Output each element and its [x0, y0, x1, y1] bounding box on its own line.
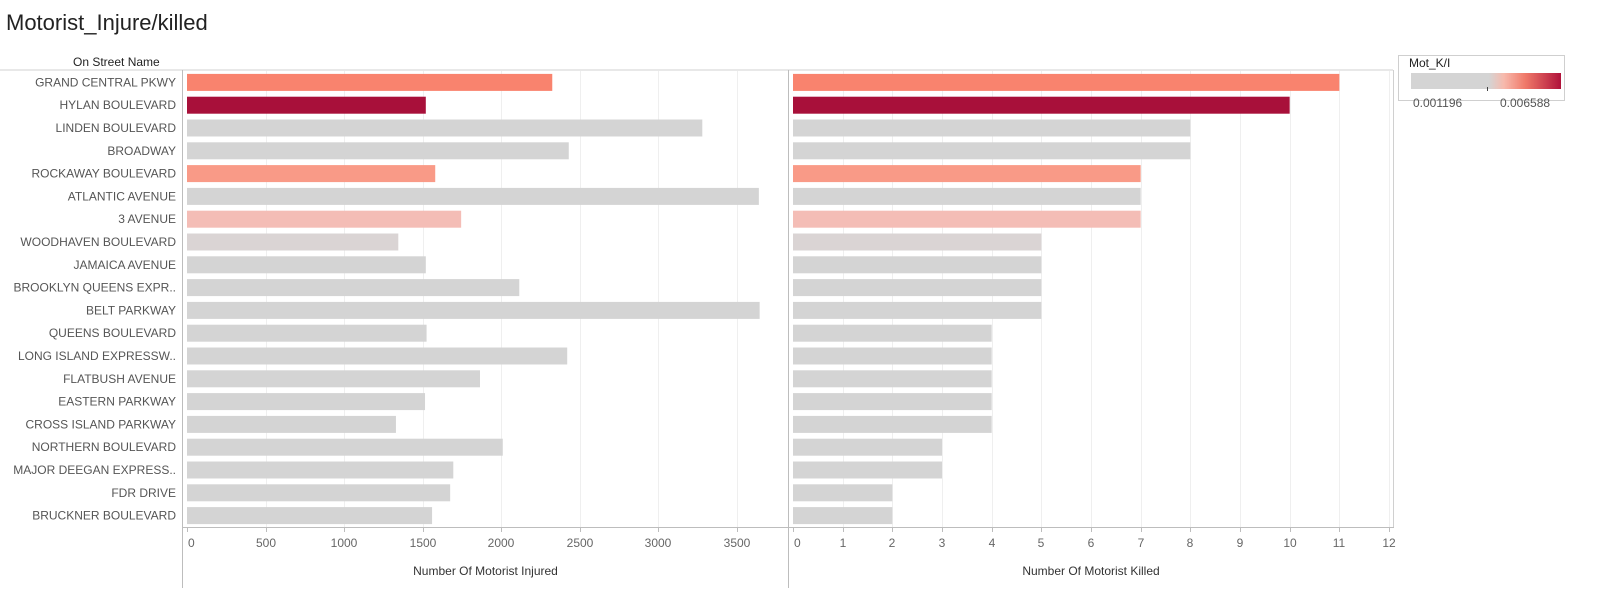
- category-label-northern-boulevard: NORTHERN BOULEVARD: [32, 440, 177, 454]
- tick-label-8: 8: [1187, 536, 1194, 550]
- category-label-jamaica-avenue: JAMAICA AVENUE: [74, 258, 176, 272]
- bar-atlantic-avenue: [187, 187, 759, 205]
- tick-label-1000: 1000: [331, 536, 358, 550]
- bar-rockaway-boulevard: [793, 165, 1141, 183]
- tick-label-10: 10: [1283, 536, 1297, 550]
- tick-label-2500: 2500: [567, 536, 594, 550]
- bar-brooklyn-queens-expr: [793, 279, 1042, 297]
- tick-label-2000: 2000: [488, 536, 515, 550]
- chart-title: Motorist_Injure/killed: [6, 10, 208, 35]
- category-label-queens-boulevard: QUEENS BOULEVARD: [49, 326, 176, 340]
- category-label-bruckner-boulevard: BRUCKNER BOULEVARD: [32, 509, 176, 523]
- bar-linden-boulevard: [187, 119, 703, 137]
- category-label-3-avenue: 3 AVENUE: [118, 212, 176, 226]
- bar-major-deegan-express: [793, 461, 942, 479]
- bar-rockaway-boulevard: [187, 165, 436, 183]
- legend-max-label: 0.006588: [1500, 96, 1551, 110]
- bar-jamaica-avenue: [187, 256, 426, 274]
- bar-broadway: [187, 142, 569, 160]
- category-label-long-island-expressw: LONG ISLAND EXPRESSW..: [18, 349, 176, 363]
- tick-label-500: 500: [256, 536, 276, 550]
- category-label-hylan-boulevard: HYLAN BOULEVARD: [60, 98, 177, 112]
- category-label-broadway: BROADWAY: [107, 144, 176, 158]
- bar-cross-island-parkway: [793, 415, 992, 433]
- legend-tick-mark: [1487, 87, 1488, 91]
- bar-fdr-drive: [793, 484, 893, 502]
- category-label-grand-central-pkwy: GRAND CENTRAL PKWY: [35, 75, 176, 89]
- tick-label-3000: 3000: [645, 536, 672, 550]
- x-axis-title-injured: Number Of Motorist Injured: [413, 564, 558, 578]
- category-label-flatbush-avenue: FLATBUSH AVENUE: [63, 372, 176, 386]
- bar-flatbush-avenue: [187, 370, 481, 388]
- tick-label-0: 0: [188, 536, 195, 550]
- bar-woodhaven-boulevard: [793, 233, 1042, 251]
- tick-label-5: 5: [1038, 536, 1045, 550]
- bar-major-deegan-express: [187, 461, 454, 479]
- tick-label-12: 12: [1382, 536, 1396, 550]
- bar-long-island-expressw: [793, 347, 992, 365]
- row-header-on-street-name: On Street Name: [73, 55, 160, 69]
- bar-long-island-expressw: [187, 347, 568, 365]
- bar-northern-boulevard: [187, 438, 503, 456]
- category-label-eastern-parkway: EASTERN PARKWAY: [58, 395, 176, 409]
- tick-label-0: 0: [794, 536, 801, 550]
- bar-fdr-drive: [187, 484, 451, 502]
- category-label-atlantic-avenue: ATLANTIC AVENUE: [68, 189, 176, 203]
- category-label-cross-island-parkway: CROSS ISLAND PARKWAY: [26, 417, 176, 431]
- bar-brooklyn-queens-expr: [187, 279, 520, 297]
- category-label-linden-boulevard: LINDEN BOULEVARD: [56, 121, 177, 135]
- tick-label-4: 4: [989, 536, 996, 550]
- panel-injured: 0 500 1000 1500 2000 2500 3000 3500 Number Of Mo…: [187, 71, 760, 578]
- tick-label-3500: 3500: [724, 536, 751, 550]
- category-label-rockaway-boulevard: ROCKAWAY BOULEVARD: [32, 167, 177, 181]
- legend-min-label: 0.001196: [1413, 96, 1463, 110]
- category-label-brooklyn-queens-expr: BROOKLYN QUEENS EXPR..: [14, 281, 177, 295]
- bar-northern-boulevard: [793, 438, 942, 456]
- legend-gradient-bar[interactable]: [1411, 73, 1561, 89]
- tick-label-1500: 1500: [410, 536, 437, 550]
- bar-hylan-boulevard: [187, 96, 426, 114]
- bar-eastern-parkway: [793, 393, 992, 411]
- bar-belt-parkway: [793, 301, 1042, 319]
- bar-flatbush-avenue: [793, 370, 992, 388]
- bar-belt-parkway: [187, 301, 760, 319]
- bar-3-avenue: [187, 210, 462, 228]
- tick-label-11: 11: [1333, 536, 1346, 550]
- bar-queens-boulevard: [187, 324, 427, 342]
- bar-grand-central-pkwy: [793, 73, 1340, 91]
- category-label-woodhaven-boulevard: WOODHAVEN BOULEVARD: [20, 235, 176, 249]
- category-label-fdr-drive: FDR DRIVE: [111, 486, 176, 500]
- tick-label-9: 9: [1237, 536, 1244, 550]
- legend-title: Mot_K/I: [1409, 56, 1451, 70]
- tick-label-6: 6: [1088, 536, 1095, 550]
- category-label-belt-parkway: BELT PARKWAY: [86, 303, 176, 317]
- color-legend: Mot_K/I 0.001196 0.006588: [1398, 55, 1565, 110]
- bar-bruckner-boulevard: [187, 507, 433, 525]
- bar-linden-boulevard: [793, 119, 1191, 137]
- bar-eastern-parkway: [187, 393, 426, 411]
- x-axis-title-killed: Number Of Motorist Killed: [1022, 564, 1159, 578]
- tick-label-7: 7: [1138, 536, 1145, 550]
- bar-jamaica-avenue: [793, 256, 1042, 274]
- tick-label-2: 2: [889, 536, 896, 550]
- bar-cross-island-parkway: [187, 415, 396, 433]
- category-label-major-deegan-express: MAJOR DEEGAN EXPRESS..: [13, 463, 176, 477]
- bar-hylan-boulevard: [793, 96, 1290, 114]
- tick-label-3: 3: [939, 536, 946, 550]
- tick-label-1: 1: [840, 536, 847, 550]
- bar-broadway: [793, 142, 1191, 160]
- bar-woodhaven-boulevard: [187, 233, 399, 251]
- bar-queens-boulevard: [793, 324, 992, 342]
- bar-bruckner-boulevard: [793, 507, 893, 525]
- bar-3-avenue: [793, 210, 1141, 228]
- bar-grand-central-pkwy: [187, 73, 553, 91]
- bar-atlantic-avenue: [793, 187, 1141, 205]
